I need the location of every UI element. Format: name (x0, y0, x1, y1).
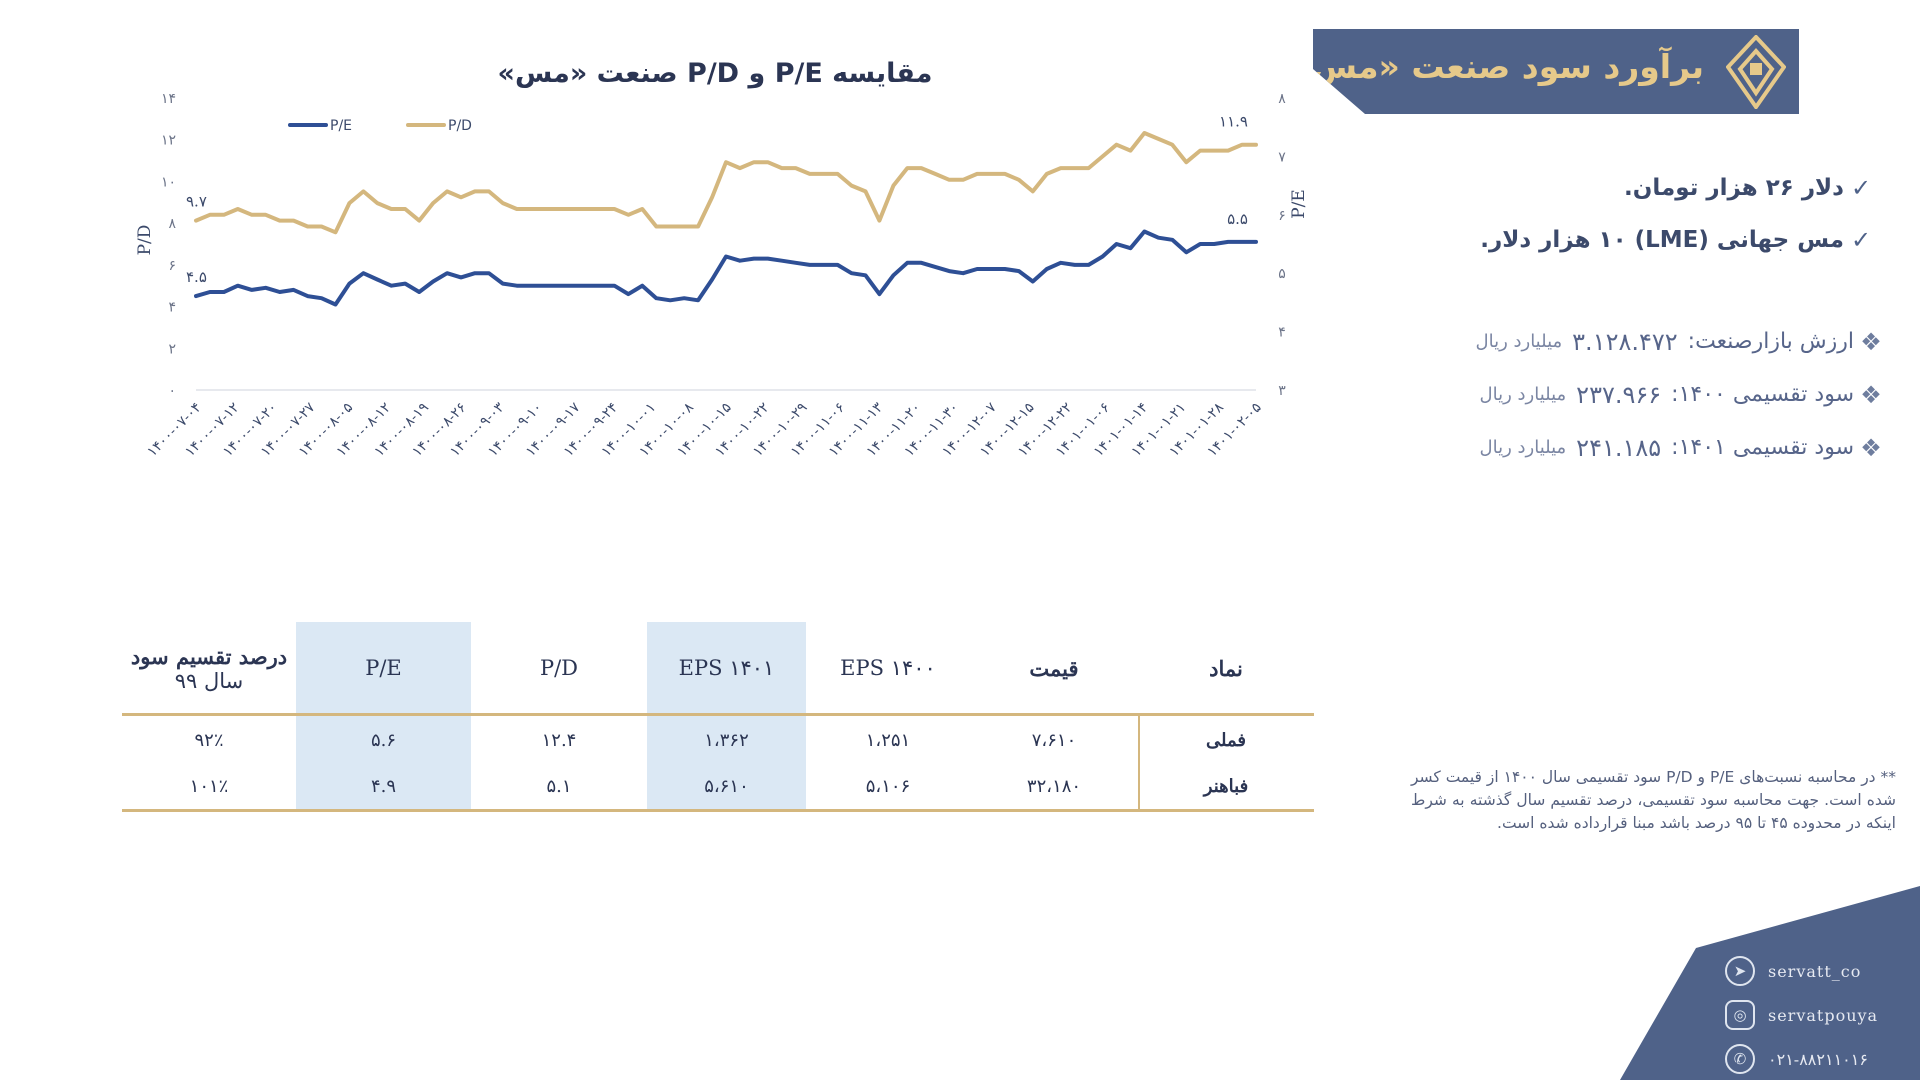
contact-instagram[interactable]: ◎ servatpouya (1725, 1000, 1878, 1030)
instagram-icon: ◎ (1725, 1000, 1755, 1030)
stat-label: ارزش بازارصنعت: (1687, 329, 1854, 354)
header-eps1401: EPS ۱۴۰۱ (678, 656, 775, 680)
y2-tick-label: ۴ (1278, 325, 1286, 341)
assumption-text: دلار ۲۶ هزار تومان. (1624, 175, 1844, 201)
y2-axis-label: P/E (1289, 189, 1309, 219)
series-start-label: ۹.۷ (186, 193, 207, 211)
stat-list: ❖ ارزش بازارصنعت: ۳.۱۲۸.۴۷۲ میلیارد ریال… (1476, 315, 1889, 474)
stat-item: ❖ ارزش بازارصنعت: ۳.۱۲۸.۴۷۲ میلیارد ریال (1476, 315, 1889, 368)
cell-pd: ۵.۱ (546, 775, 572, 797)
contact-text: servatt_co (1768, 961, 1862, 981)
y2-tick-label: ۶ (1278, 208, 1286, 224)
cell-pe: ۵.۶ (370, 729, 397, 751)
contact-phone[interactable]: ✆ ۰۲۱-۸۸۲۱۱۰۱۶ (1725, 1044, 1868, 1074)
contact-panel: ➤ servatt_co ◎ servatpouya ✆ ۰۲۱-۸۸۲۱۱۰۱… (1620, 886, 1920, 1080)
header-payout: درصد تقسیم سود سال ۹۹ (122, 622, 296, 714)
header-title: برآورد سود صنعت «مس» (1290, 47, 1704, 86)
series-end-label: ۵.۵ (1227, 210, 1248, 228)
cell-price: ۳۲،۱۸۰ (1026, 775, 1082, 797)
series-end-label: ۱۱.۹ (1219, 113, 1248, 131)
y2-tick-label: ۳ (1278, 383, 1286, 399)
diamond-bullet-icon: ❖ (1860, 380, 1882, 409)
y-tick-label: ۱۰ (161, 174, 176, 190)
y-tick-label: ۶ (168, 258, 176, 274)
header-pd: P/D (539, 656, 579, 680)
diamond-bullet-icon: ❖ (1860, 327, 1882, 356)
stat-item: ❖ سود تقسیمی ۱۴۰۱: ۲۴۱.۱۸۵ میلیارد ریال (1476, 421, 1889, 474)
cell-pe: ۴.۹ (370, 775, 397, 797)
header-symbol: نماد (1209, 655, 1243, 681)
series-line-pd (194, 131, 1258, 235)
stat-value: ۳.۱۲۸.۴۷۲ (1572, 327, 1678, 356)
phone-icon: ✆ (1725, 1044, 1755, 1074)
assumption-item: ✓ دلار ۲۶ هزار تومان. (1480, 162, 1878, 214)
y-tick-label: ۸ (168, 216, 176, 232)
stat-unit: میلیارد ریال (1479, 437, 1567, 458)
cell-payout: ۹۲٪ (194, 729, 224, 751)
assumption-text: مس جهانی (LME) ۱۰ هزار دلار. (1480, 227, 1844, 253)
check-icon: ✓ (1850, 174, 1872, 202)
check-icon: ✓ (1850, 226, 1872, 254)
cell-price: ۷،۶۱۰ (1031, 729, 1077, 751)
header-pe: P/E (365, 656, 402, 680)
y-tick-label: ۲ (168, 341, 176, 357)
y-tick-label: ۱۴ (161, 91, 176, 107)
series-start-label: ۴.۵ (186, 268, 207, 286)
stat-item: ❖ سود تقسیمی ۱۴۰۰: ۲۳۷.۹۶۶ میلیارد ریال (1476, 368, 1889, 421)
y-tick-label: ۱۲ (161, 133, 176, 149)
footnote: ** در محاسبه نسبت‌های P/E و P/D سود تقسی… (1411, 768, 1897, 832)
header-eps1400: EPS ۱۴۰۰ (840, 656, 936, 680)
stat-value: ۲۴۱.۱۸۵ (1576, 433, 1662, 462)
assumption-list: ✓ دلار ۲۶ هزار تومان. ✓ مس جهانی (LME) ۱… (1480, 162, 1878, 266)
y-tick-label: ۴ (168, 300, 176, 316)
table-header-rule (122, 713, 1314, 716)
cell-eps1401: ۵،۶۱۰ (704, 775, 749, 797)
header-payout-title: درصد تقسیم سود (130, 643, 288, 669)
assumption-item: ✓ مس جهانی (LME) ۱۰ هزار دلار. (1480, 214, 1878, 266)
pe-pd-line-chart: ۰۲۴۶۸۱۰۱۲۱۴۳۴۵۶۷۸P/DP/E۱۴۰۰-۰۷-۰۴۱۴۰۰-۰۷… (135, 91, 1309, 460)
diamond-bullet-icon: ❖ (1860, 433, 1882, 462)
stat-unit: میلیارد ریال (1475, 331, 1563, 352)
series-line-pe (194, 229, 1258, 307)
cell-symbol: فملی (1206, 729, 1246, 751)
y2-tick-label: ۸ (1278, 91, 1286, 107)
y-tick-label: ۰ (168, 383, 176, 399)
contact-telegram[interactable]: ➤ servatt_co (1725, 956, 1861, 986)
y2-tick-label: ۵ (1278, 266, 1286, 282)
header-payout-year: سال ۹۹ (174, 668, 244, 693)
cell-pd: ۱۲.۴ (541, 729, 577, 751)
contact-text: servatpouya (1768, 1005, 1879, 1025)
header-banner: برآورد سود صنعت «مس» (1313, 29, 1799, 114)
cell-eps1400: ۵،۱۰۶ (865, 775, 911, 797)
cell-symbol: فباهنر (1203, 775, 1249, 797)
stat-label: سود تقسیمی ۱۴۰۱: (1671, 435, 1854, 460)
valuation-table: درصد تقسیم سود سال ۹۹ P/E P/D EPS ۱۴۰۱ E… (122, 622, 1314, 812)
pe-column-highlight (296, 622, 471, 810)
chart-title: مقایسه P/E و P/D صنعت «مس» (497, 58, 933, 89)
stat-unit: میلیارد ریال (1479, 384, 1567, 405)
stat-label: سود تقسیمی ۱۴۰۰: (1671, 382, 1854, 407)
contact-text: ۰۲۱-۸۸۲۱۱۰۱۶ (1768, 1049, 1868, 1069)
eps1401-column-highlight (647, 622, 806, 810)
table-column-rule (1138, 715, 1140, 809)
cell-eps1400: ۱،۲۵۱ (865, 729, 911, 751)
y-axis-label: P/D (135, 225, 155, 256)
legend-label: P/E (330, 118, 352, 134)
legend-label: P/D (448, 118, 472, 134)
header-price: قیمت (1029, 655, 1079, 681)
table-bottom-rule (122, 809, 1314, 812)
telegram-icon: ➤ (1725, 956, 1755, 986)
y2-tick-label: ۷ (1278, 149, 1286, 165)
company-logo-icon (1726, 35, 1786, 109)
stat-value: ۲۳۷.۹۶۶ (1576, 380, 1662, 409)
cell-eps1401: ۱،۳۶۲ (704, 729, 749, 751)
cell-payout: ۱۰۱٪ (189, 775, 229, 797)
